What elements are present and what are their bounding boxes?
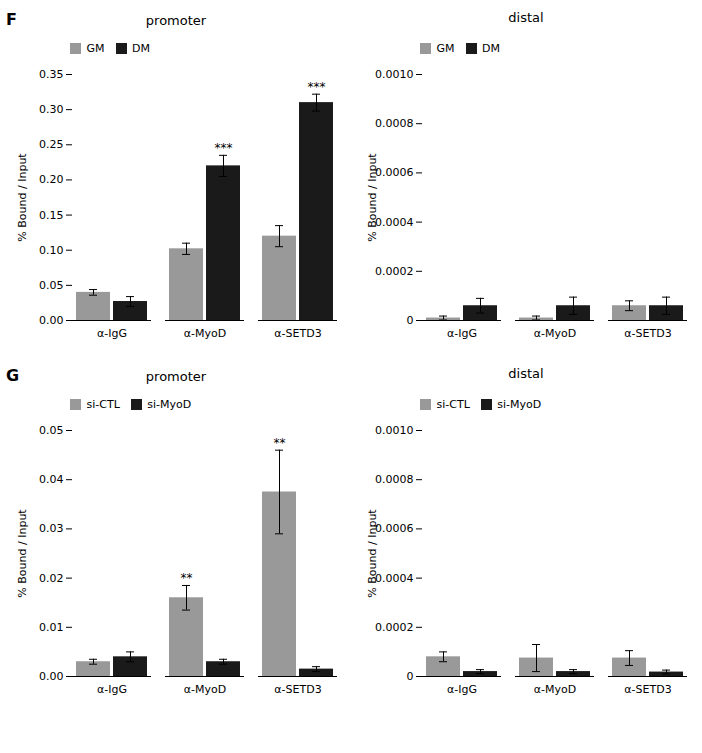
svg-text:α-IgG: α-IgG <box>97 683 127 696</box>
html-text:si-CTL: si-CTL <box>86 398 120 411</box>
svg-text:0.0008: 0.0008 <box>375 473 414 486</box>
html-text:promoter: promoter <box>145 369 207 384</box>
html-text:F: F <box>6 10 17 29</box>
html-text:distal: distal <box>508 10 544 25</box>
html-text:DM: DM <box>482 42 500 55</box>
svg-text:0.30: 0.30 <box>39 103 64 116</box>
svg-text:0.03: 0.03 <box>39 522 64 535</box>
html-text:G: G <box>6 366 20 385</box>
html-text:GM: GM <box>436 42 455 55</box>
svg-text:0.10: 0.10 <box>39 244 64 257</box>
svg-text:0: 0 <box>407 670 414 683</box>
svg-text:**: ** <box>274 436 286 450</box>
svg-text:0.15: 0.15 <box>39 209 64 222</box>
svg-text:% Bound / Input: % Bound / Input <box>366 509 379 598</box>
svg-text:% Bound / Input: % Bound / Input <box>366 153 379 242</box>
svg-text:0.02: 0.02 <box>39 572 64 585</box>
svg-text:α-IgG: α-IgG <box>447 683 477 696</box>
svg-text:0.04: 0.04 <box>39 473 64 486</box>
svg-text:0.0010: 0.0010 <box>375 68 414 81</box>
svg-text:**: ** <box>181 571 193 585</box>
svg-text:0.00: 0.00 <box>39 670 64 683</box>
svg-text:0.05: 0.05 <box>39 279 64 292</box>
svg-text:% Bound / Input: % Bound / Input <box>16 509 29 598</box>
html-text:si-MyoD: si-MyoD <box>497 398 542 411</box>
html-text:DM: DM <box>132 42 150 55</box>
svg-text:0.0008: 0.0008 <box>375 117 414 130</box>
svg-text:0.35: 0.35 <box>39 68 64 81</box>
html-text:distal: distal <box>508 366 544 381</box>
svg-text:0.05: 0.05 <box>39 424 64 437</box>
svg-text:α-SETD3: α-SETD3 <box>624 683 671 696</box>
svg-text:0.25: 0.25 <box>39 138 64 151</box>
svg-text:0.0002: 0.0002 <box>375 265 414 278</box>
svg-text:α-SETD3: α-SETD3 <box>624 327 671 340</box>
svg-text:0.0002: 0.0002 <box>375 621 414 634</box>
svg-text:0.0006: 0.0006 <box>375 522 414 535</box>
svg-text:% Bound / Input: % Bound / Input <box>16 153 29 242</box>
svg-text:0.0006: 0.0006 <box>375 166 414 179</box>
html-text:promoter: promoter <box>145 13 207 28</box>
svg-text:α-IgG: α-IgG <box>447 327 477 340</box>
html-text:si-MyoD: si-MyoD <box>147 398 192 411</box>
svg-text:***: *** <box>215 141 233 155</box>
html-text:GM: GM <box>86 42 105 55</box>
svg-text:0.20: 0.20 <box>39 173 64 186</box>
html-text:si-CTL: si-CTL <box>436 398 470 411</box>
svg-text:α-MyoD: α-MyoD <box>534 683 576 696</box>
svg-text:***: *** <box>308 80 326 94</box>
svg-text:α-MyoD: α-MyoD <box>184 327 226 340</box>
svg-text:α-IgG: α-IgG <box>97 327 127 340</box>
svg-text:α-MyoD: α-MyoD <box>534 327 576 340</box>
svg-text:0.0004: 0.0004 <box>375 572 414 585</box>
svg-text:α-SETD3: α-SETD3 <box>274 683 321 696</box>
svg-text:0.01: 0.01 <box>39 621 64 634</box>
svg-text:0.0010: 0.0010 <box>375 424 414 437</box>
svg-text:0.0004: 0.0004 <box>375 216 414 229</box>
svg-text:0.00: 0.00 <box>39 314 64 327</box>
svg-text:0: 0 <box>407 314 414 327</box>
svg-text:α-SETD3: α-SETD3 <box>274 327 321 340</box>
svg-text:α-MyoD: α-MyoD <box>184 683 226 696</box>
